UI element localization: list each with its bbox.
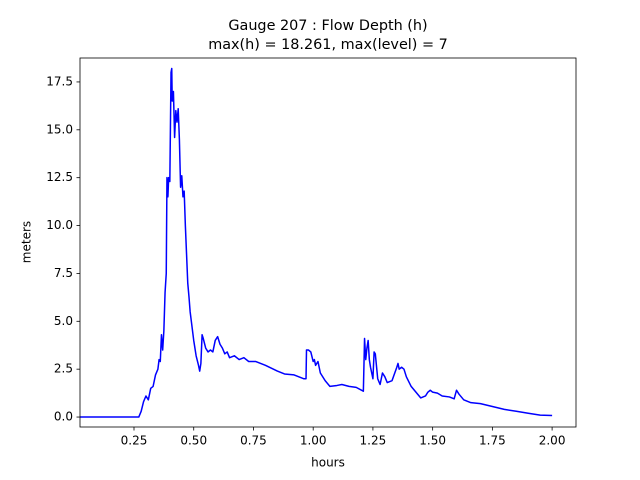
- y-tick-label: 12.5: [46, 170, 73, 184]
- data-line: [80, 67, 553, 418]
- x-tick-label: 1.50: [419, 434, 446, 448]
- x-axis-label: hours: [311, 456, 345, 470]
- x-tick-label: 2.00: [539, 434, 566, 448]
- y-tick-label: 2.5: [54, 362, 73, 376]
- y-tick-label: 5.0: [54, 314, 73, 328]
- x-tick-label: 0.25: [121, 434, 148, 448]
- y-tick-label: 15.0: [46, 122, 73, 136]
- y-axis-label: meters: [20, 221, 34, 263]
- y-tick-label: 10.0: [46, 218, 73, 232]
- x-tick-label: 1.75: [479, 434, 506, 448]
- y-tick-label: 7.5: [54, 266, 73, 280]
- chart-subtitle: max(h) = 18.261, max(level) = 7: [208, 37, 448, 53]
- axes-frame: [79, 57, 577, 428]
- x-tick-label: 0.75: [240, 434, 267, 448]
- y-tick-label: 0.0: [54, 410, 73, 424]
- x-tick-label: 1.25: [360, 434, 387, 448]
- x-tick-label: 0.50: [180, 434, 207, 448]
- chart-title: Gauge 207 : Flow Depth (h): [228, 18, 427, 34]
- x-tick-label: 1.00: [300, 434, 327, 448]
- y-tick-label: 17.5: [46, 74, 73, 88]
